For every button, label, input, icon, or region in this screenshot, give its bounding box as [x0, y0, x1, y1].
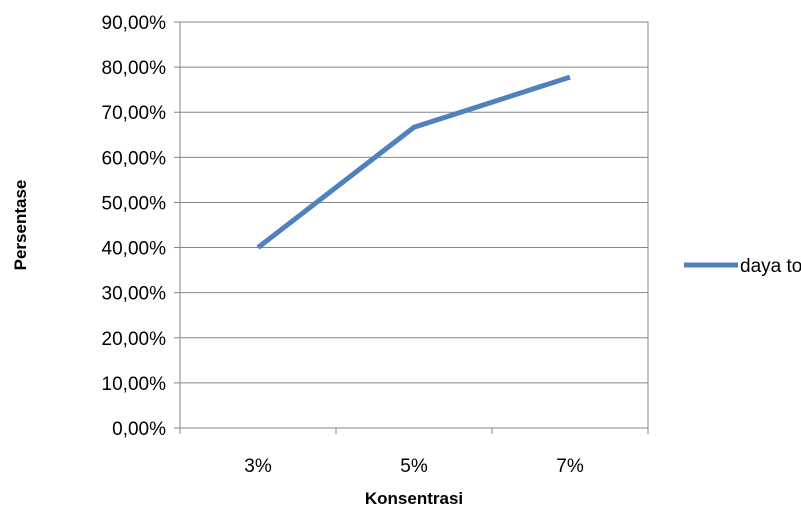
series-line-daya-tolak [256, 74, 571, 250]
x-tick-labels: 3% 5% 7% [244, 456, 584, 477]
y-tick-label: 70,00% [102, 103, 167, 124]
y-axis-title: Persentase [11, 180, 30, 271]
y-tick-label: 10,00% [102, 374, 167, 395]
y-tick-labels: 0,00% 10,00% 20,00% 30,00% 40,00% 50,00% 60,00… [102, 13, 167, 440]
x-tick-label: 7% [556, 456, 584, 477]
y-tick-label: 50,00% [102, 193, 167, 214]
legend: daya tolak [684, 256, 801, 277]
x-tick-label: 5% [400, 456, 428, 477]
series-lines [256, 74, 571, 250]
plot-area-frame [179, 21, 649, 429]
x-tick-label: 3% [244, 456, 272, 477]
y-tick-label: 80,00% [102, 58, 167, 79]
x-axis-title: Konsentrasi [365, 489, 463, 508]
y-tick-label: 20,00% [102, 329, 167, 350]
y-tick-label: 40,00% [102, 239, 167, 260]
y-tick-label: 30,00% [102, 284, 167, 305]
y-tick-label: 60,00% [102, 148, 167, 169]
legend-label-daya-tolak: daya tolak [740, 256, 801, 277]
axes [174, 21, 649, 434]
y-tick-label: 0,00% [112, 419, 166, 440]
gridlines [180, 66, 648, 384]
y-tick-label: 90,00% [102, 13, 167, 34]
